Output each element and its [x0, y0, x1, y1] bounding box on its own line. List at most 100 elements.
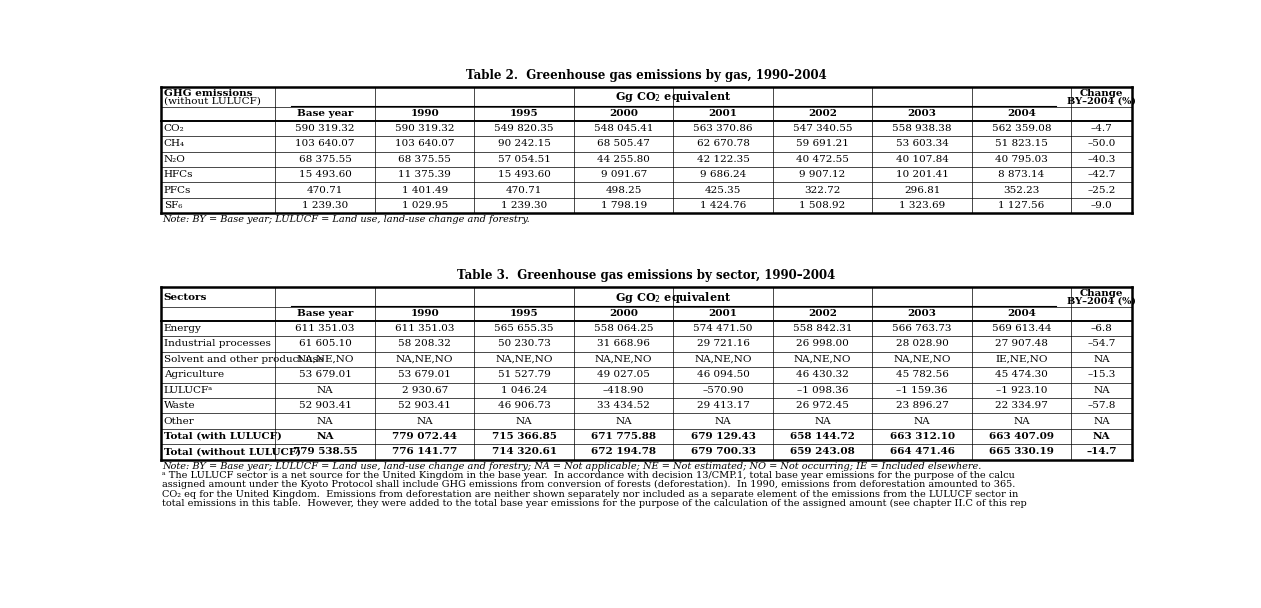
- Text: ᵃ The LULUCF sector is a net source for the United Kingdom in the base year.  In: ᵃ The LULUCF sector is a net source for …: [163, 471, 1015, 480]
- Text: –1 923.10: –1 923.10: [996, 385, 1048, 395]
- Text: NA,NE,NO: NA,NE,NO: [595, 355, 652, 364]
- Text: 665 330.19: 665 330.19: [989, 447, 1054, 456]
- Text: 58 208.32: 58 208.32: [398, 339, 451, 348]
- Text: 1 508.92: 1 508.92: [799, 201, 846, 210]
- Text: 53 603.34: 53 603.34: [895, 139, 948, 148]
- Text: –42.7: –42.7: [1087, 170, 1116, 179]
- Text: 1 798.19: 1 798.19: [600, 201, 647, 210]
- Text: Solvent and other product use: Solvent and other product use: [164, 355, 324, 364]
- Text: 679 129.43: 679 129.43: [691, 432, 755, 441]
- Text: 425.35: 425.35: [705, 185, 741, 195]
- Text: 45 474.30: 45 474.30: [995, 370, 1048, 379]
- Text: 9 907.12: 9 907.12: [799, 170, 846, 179]
- Text: NA: NA: [317, 385, 333, 395]
- Text: 2004: 2004: [1008, 109, 1037, 119]
- Text: NA: NA: [1093, 355, 1110, 364]
- Text: 68 375.55: 68 375.55: [299, 154, 352, 164]
- Text: NA: NA: [914, 416, 931, 426]
- Text: Base year: Base year: [298, 109, 353, 119]
- Text: 27 907.48: 27 907.48: [995, 339, 1048, 348]
- Text: 715 366.85: 715 366.85: [492, 432, 556, 441]
- Text: 42 122.35: 42 122.35: [696, 154, 749, 164]
- Text: NA: NA: [1014, 416, 1030, 426]
- Text: 52 903.41: 52 903.41: [299, 401, 352, 410]
- Text: 103 640.07: 103 640.07: [395, 139, 454, 148]
- Text: assigned amount under the Kyoto Protocol shall include GHG emissions from conver: assigned amount under the Kyoto Protocol…: [163, 480, 1015, 489]
- Text: 565 655.35: 565 655.35: [494, 324, 554, 333]
- Text: 103 640.07: 103 640.07: [295, 139, 354, 148]
- Text: 33 434.52: 33 434.52: [598, 401, 651, 410]
- Text: Gg CO$_2$ equivalent: Gg CO$_2$ equivalent: [615, 289, 731, 305]
- Text: 590 319.32: 590 319.32: [395, 124, 454, 133]
- Text: 2 930.67: 2 930.67: [401, 385, 448, 395]
- Text: NA: NA: [1093, 385, 1110, 395]
- Text: –6.8: –6.8: [1091, 324, 1112, 333]
- Text: 8 873.14: 8 873.14: [999, 170, 1044, 179]
- Text: Change: Change: [1079, 89, 1124, 98]
- Text: NA: NA: [416, 416, 433, 426]
- Text: 2001: 2001: [709, 309, 738, 319]
- Text: 663 312.10: 663 312.10: [889, 432, 955, 441]
- Text: Note: BY = Base year; LULUCF = Land use, land-use change and forestry.: Note: BY = Base year; LULUCF = Land use,…: [163, 215, 530, 224]
- Text: 779 072.44: 779 072.44: [392, 432, 458, 441]
- Text: –418.90: –418.90: [603, 385, 644, 395]
- Text: 470.71: 470.71: [506, 185, 542, 195]
- Text: 59 691.21: 59 691.21: [796, 139, 849, 148]
- Text: 566 763.73: 566 763.73: [893, 324, 952, 333]
- Text: 352.23: 352.23: [1004, 185, 1040, 195]
- Text: NA,NE,NO: NA,NE,NO: [893, 355, 951, 364]
- Text: 50 230.73: 50 230.73: [498, 339, 551, 348]
- Text: 2001: 2001: [709, 109, 738, 119]
- Text: Table 2.  Greenhouse gas emissions by gas, 1990–2004: Table 2. Greenhouse gas emissions by gas…: [465, 69, 827, 82]
- Text: 1995: 1995: [509, 309, 538, 319]
- Text: –1 159.36: –1 159.36: [897, 385, 948, 395]
- Text: 1 401.49: 1 401.49: [401, 185, 448, 195]
- Bar: [160, 287, 1132, 460]
- Text: –14.7: –14.7: [1086, 447, 1117, 456]
- Text: 2003: 2003: [908, 309, 937, 319]
- Text: 51 527.79: 51 527.79: [498, 370, 551, 379]
- Text: –570.90: –570.90: [702, 385, 744, 395]
- Text: 15 493.60: 15 493.60: [299, 170, 352, 179]
- Text: Waste: Waste: [164, 401, 195, 410]
- Text: 672 194.78: 672 194.78: [591, 447, 656, 456]
- Text: –15.3: –15.3: [1087, 370, 1116, 379]
- Text: 31 668.96: 31 668.96: [598, 339, 651, 348]
- Text: BY–2004 (%): BY–2004 (%): [1067, 96, 1136, 105]
- Text: 498.25: 498.25: [605, 185, 642, 195]
- Text: NA: NA: [715, 416, 731, 426]
- Text: IE,NE,NO: IE,NE,NO: [995, 355, 1048, 364]
- Text: BY–2004 (%): BY–2004 (%): [1067, 296, 1136, 305]
- Text: Total (without LULUCF): Total (without LULUCF): [164, 447, 301, 456]
- Text: 558 064.25: 558 064.25: [594, 324, 653, 333]
- Text: 562 359.08: 562 359.08: [992, 124, 1052, 133]
- Text: HFCs: HFCs: [164, 170, 193, 179]
- Text: Change: Change: [1079, 289, 1124, 299]
- Text: 611 351.03: 611 351.03: [295, 324, 354, 333]
- Text: 296.81: 296.81: [904, 185, 941, 195]
- Text: NA,NE,NO: NA,NE,NO: [695, 355, 752, 364]
- Text: 714 320.61: 714 320.61: [492, 447, 556, 456]
- Text: NA,NE,NO: NA,NE,NO: [296, 355, 354, 364]
- Text: CH₄: CH₄: [164, 139, 185, 148]
- Text: –50.0: –50.0: [1087, 139, 1116, 148]
- Text: N₂O: N₂O: [164, 154, 185, 164]
- Text: total emissions in this table.  However, they were added to the total base year : total emissions in this table. However, …: [163, 499, 1026, 508]
- Text: 10 201.41: 10 201.41: [895, 170, 948, 179]
- Text: 2000: 2000: [609, 109, 638, 119]
- Text: –4.7: –4.7: [1091, 124, 1112, 133]
- Text: Energy: Energy: [164, 324, 202, 333]
- Text: 62 670.78: 62 670.78: [696, 139, 749, 148]
- Text: 1 239.30: 1 239.30: [303, 201, 348, 210]
- Text: 26 998.00: 26 998.00: [796, 339, 849, 348]
- Text: NA,NE,NO: NA,NE,NO: [496, 355, 552, 364]
- Text: 658 144.72: 658 144.72: [791, 432, 855, 441]
- Text: NA,NE,NO: NA,NE,NO: [396, 355, 454, 364]
- Text: 53 679.01: 53 679.01: [299, 370, 352, 379]
- Text: –1 098.36: –1 098.36: [797, 385, 849, 395]
- Text: Other: Other: [164, 416, 194, 426]
- Text: 1 323.69: 1 323.69: [899, 201, 946, 210]
- Text: 2002: 2002: [808, 109, 837, 119]
- Text: 547 340.55: 547 340.55: [793, 124, 852, 133]
- Text: 470.71: 470.71: [306, 185, 343, 195]
